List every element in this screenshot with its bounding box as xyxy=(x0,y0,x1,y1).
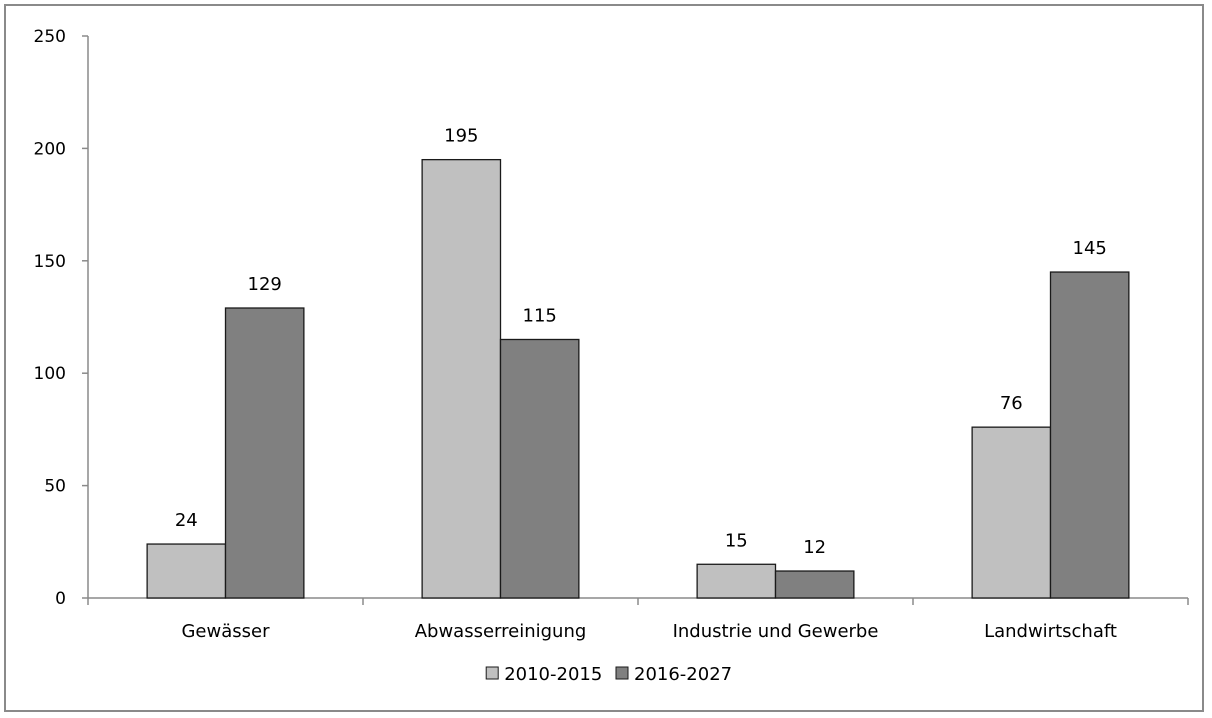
x-category-label: Landwirtschaft xyxy=(984,621,1117,642)
bar-2010-2015-Landwirtschaft xyxy=(971,426,1052,599)
bar-2016-2027-Industrie und Gewerbe xyxy=(774,570,855,599)
legend: 2010-2015 2016-2027 xyxy=(485,664,732,685)
x-category-label: Abwasserreinigung xyxy=(415,621,587,642)
bars xyxy=(146,158,1130,599)
legend-swatch-2010-2015 xyxy=(485,666,499,680)
legend-label: 2016-2027 xyxy=(634,664,732,685)
data-label: 15 xyxy=(725,530,748,551)
data-label: 129 xyxy=(248,274,282,295)
data-label: 24 xyxy=(175,510,198,531)
y-tick-label: 200 xyxy=(34,139,66,159)
y-axis: 0 50 100 150 200 250 xyxy=(34,27,89,609)
legend-swatch-2016-2027 xyxy=(615,666,629,680)
y-tick-label: 100 xyxy=(34,364,66,384)
y-tick-label: 150 xyxy=(34,252,66,272)
data-label: 195 xyxy=(444,126,478,147)
bar-2010-2015-Abwasserreinigung xyxy=(421,158,502,599)
bar-2010-2015-Gewässer xyxy=(146,543,227,599)
x-category-label: Gewässer xyxy=(181,621,270,642)
x-category-label: Industrie und Gewerbe xyxy=(673,621,879,642)
data-label: 115 xyxy=(523,305,557,326)
data-label: 145 xyxy=(1073,238,1107,259)
bar-2010-2015-Industrie und Gewerbe xyxy=(696,563,777,599)
data-label: 76 xyxy=(1000,393,1023,414)
y-tick-label: 250 xyxy=(34,27,66,47)
bar-2016-2027-Gewässer xyxy=(224,307,305,599)
data-label: 12 xyxy=(803,537,826,558)
legend-label: 2010-2015 xyxy=(504,664,602,685)
x-axis: Gewässer Abwasserreinigung Industrie und G… xyxy=(87,597,1189,642)
y-tick-label: 0 xyxy=(55,589,66,609)
bar-2016-2027-Abwasserreinigung xyxy=(499,338,580,599)
bar-2016-2027-Landwirtschaft xyxy=(1049,271,1130,599)
y-tick-label: 50 xyxy=(44,477,66,497)
data-labels: 24 195 15 76 129 115 12 145 xyxy=(175,126,1107,558)
